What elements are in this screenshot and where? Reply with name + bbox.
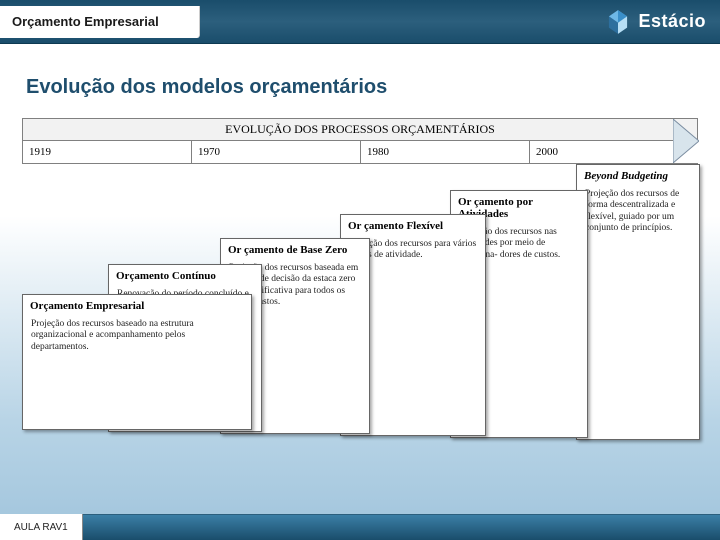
timeline-year: 2000 — [530, 141, 698, 164]
card-title: Or çamento Flexível — [341, 215, 485, 235]
footer-bar — [0, 514, 720, 540]
brand-logo: Estácio — [604, 8, 720, 36]
brand-logo-icon — [604, 8, 632, 36]
content-title: Evolução dos modelos orçamentários — [26, 76, 387, 99]
card-body: Projeção dos recursos de forma descentra… — [577, 185, 699, 243]
timeline-year-label: 2000 — [536, 146, 558, 158]
footer-tab: AULA RAV1 — [0, 514, 83, 540]
header-title-tab: Orçamento Empresarial — [0, 6, 200, 38]
card-beyond-budgeting: Beyond BudgetingProjeção dos recursos de… — [576, 164, 700, 440]
timeline-arrow-icon — [673, 119, 699, 163]
footer-label: AULA RAV1 — [14, 522, 68, 533]
card-title: Or çamento de Base Zero — [221, 239, 369, 259]
cards-area: Beyond BudgetingProjeção dos recursos de… — [22, 164, 698, 464]
timeline-year: 1970 — [192, 141, 361, 164]
card-title: Orçamento Contínuo — [109, 265, 261, 285]
card-body: Projeção dos recursos baseado na estrutu… — [23, 315, 251, 361]
header-bar: Orçamento Empresarial Estácio — [0, 0, 720, 44]
timeline: EVOLUÇÃO DOS PROCESSOS ORÇAMENTÁRIOS 191… — [22, 118, 698, 164]
card-orcamento-empresarial: Orçamento EmpresarialProjeção dos recurs… — [22, 294, 252, 430]
timeline-year: 1980 — [361, 141, 530, 164]
timeline-year-row: 1919 1970 1980 2000 — [22, 141, 698, 164]
header-title: Orçamento Empresarial — [12, 14, 159, 29]
timeline-header: EVOLUÇÃO DOS PROCESSOS ORÇAMENTÁRIOS — [22, 118, 698, 141]
card-title: Beyond Budgeting — [577, 165, 699, 185]
card-title: Orçamento Empresarial — [23, 295, 251, 315]
timeline-year: 1919 — [23, 141, 192, 164]
brand-name: Estácio — [638, 11, 706, 32]
